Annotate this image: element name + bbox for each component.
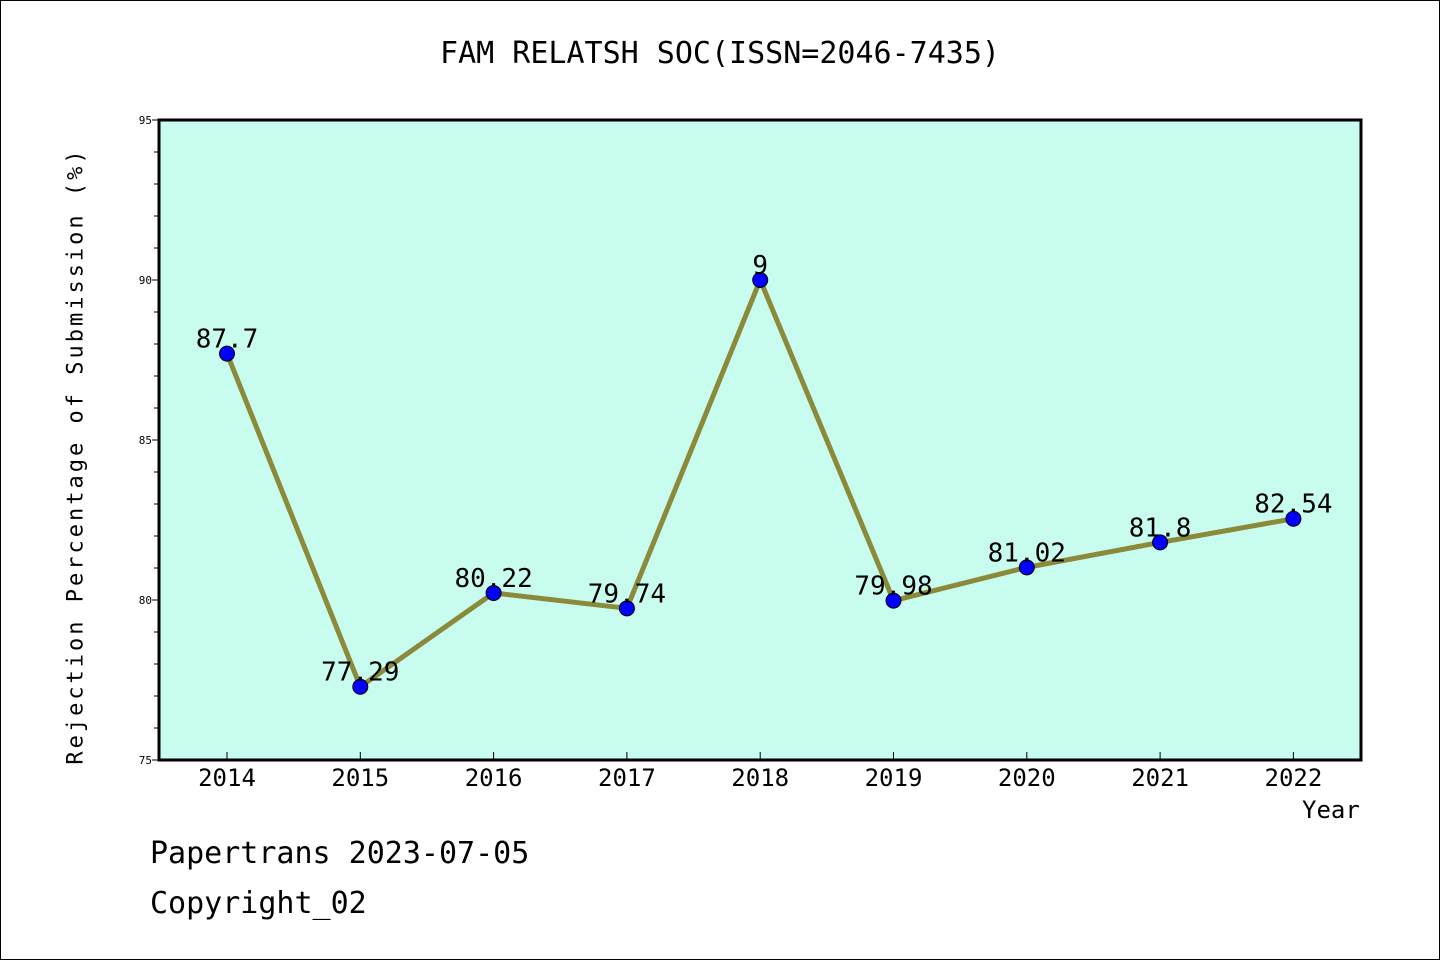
data-label: 79.98 xyxy=(854,572,932,602)
data-markers xyxy=(219,272,1302,695)
data-point-marker xyxy=(1018,559,1035,576)
x-tick-label: 2017 xyxy=(598,764,656,792)
data-label: 87.7 xyxy=(196,325,259,355)
y-tick-label: 85 xyxy=(139,434,152,447)
data-point-marker xyxy=(1152,534,1169,551)
x-tick-label: 2020 xyxy=(998,764,1056,792)
x-tick-label: 2019 xyxy=(865,764,923,792)
data-point-marker xyxy=(618,600,635,617)
y-tick-label: 75 xyxy=(139,754,152,767)
y-tick-label: 90 xyxy=(139,274,152,287)
x-tick-label: 2015 xyxy=(331,764,389,792)
x-axis-label: Year xyxy=(1302,796,1360,824)
data-label: 82.54 xyxy=(1254,490,1332,520)
data-point-marker xyxy=(485,584,502,601)
x-tick-label: 2016 xyxy=(465,764,523,792)
plot-border xyxy=(157,118,1363,762)
x-tick-label: 2022 xyxy=(1265,764,1323,792)
data-point-marker xyxy=(885,592,902,609)
x-axis-ticks: 2014 2015 2016 2017 2018 2019 2020 2021 2022 xyxy=(198,752,1322,792)
data-point-marker xyxy=(352,678,369,695)
footer-copyright: Copyright_02 xyxy=(150,886,367,921)
x-tick-label: 2021 xyxy=(1131,764,1189,792)
data-label: 79.74 xyxy=(588,579,666,609)
footer-source: Papertrans 2023-07-05 xyxy=(150,836,530,871)
data-label: 81.02 xyxy=(988,538,1066,568)
data-label: 9 xyxy=(752,251,768,281)
x-tick-label: 2014 xyxy=(198,764,256,792)
y-tick-label: 95 xyxy=(139,114,152,127)
data-label: 80.22 xyxy=(454,564,532,594)
data-labels: 87.7 77.29 80.22 79.74 9 79.98 81.02 81.8 82.54 xyxy=(196,251,1333,688)
y-axis-ticks: 75 80 85 90 95 xyxy=(139,114,159,767)
plot-area xyxy=(159,120,1361,760)
data-point-marker xyxy=(219,345,235,362)
data-label: 77.29 xyxy=(321,658,399,688)
data-label: 81.8 xyxy=(1129,513,1192,543)
y-tick-label: 80 xyxy=(139,594,152,607)
chart-title: FAM RELATSH SOC(ISSN=2046-7435) xyxy=(440,36,1000,71)
data-point-marker xyxy=(1285,510,1302,527)
data-point-marker xyxy=(752,272,769,288)
x-tick-label: 2018 xyxy=(731,764,789,792)
